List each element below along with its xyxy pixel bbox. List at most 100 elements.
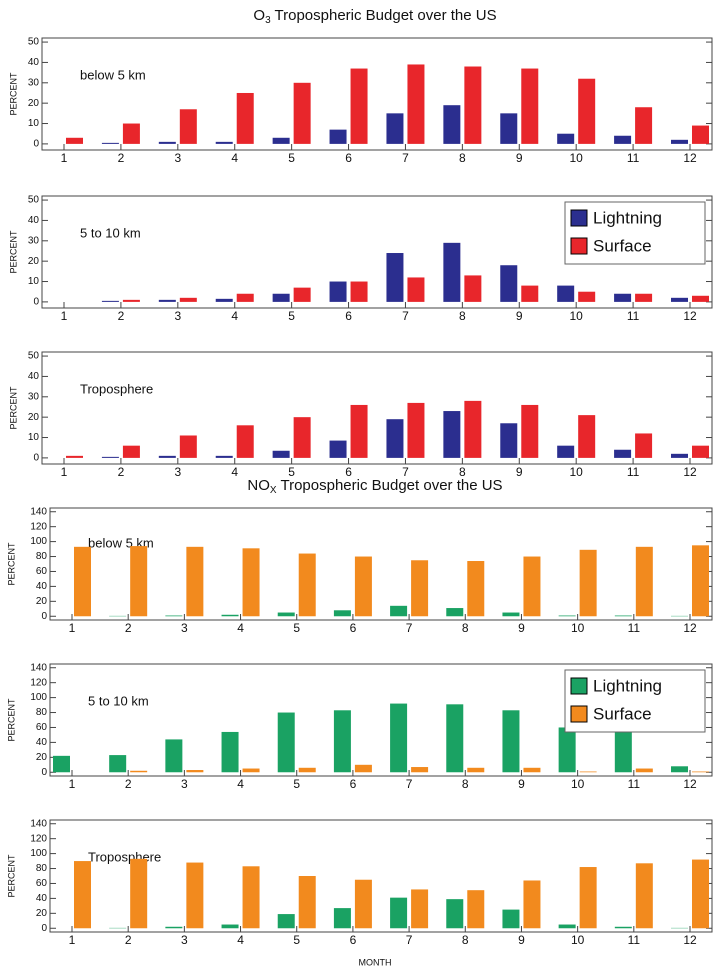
y-tick-label: 0 [33,297,39,308]
x-tick-label: 7 [406,777,413,791]
bar [635,433,653,458]
x-tick-label: 12 [683,933,697,947]
x-tick-label: 6 [345,309,352,323]
x-tick-label: 8 [462,621,469,635]
bar [186,770,204,773]
x-tick-label: 5 [293,777,300,791]
plot-frame [49,663,713,777]
bar [101,456,119,458]
x-tick-label: 8 [459,309,466,323]
x-tick-label: 10 [570,465,584,479]
y-tick-label: 40 [36,581,48,592]
title-text: O [253,7,265,24]
title-subscript: 3 [265,15,271,26]
x-tick-label: 9 [516,465,523,479]
bar [66,137,83,144]
bar [350,68,368,144]
x-tick-label: 1 [69,777,76,791]
bar [293,287,311,302]
bar [158,141,176,144]
y-tick-label: 60 [36,566,48,577]
panel-label: 5 to 10 km [88,693,149,708]
bar [464,66,482,144]
bar [521,285,539,302]
bar [186,546,204,617]
bar [579,867,597,929]
bar [635,768,653,773]
y-axis-label: PERCENT [6,854,16,898]
y-tick-label: 50 [28,195,40,206]
bar [443,105,461,144]
x-tick-label: 7 [402,309,409,323]
legend-swatch [570,677,588,695]
bar [390,703,408,773]
y-tick-label: 140 [30,818,47,829]
x-tick-label: 2 [125,933,132,947]
bar [165,739,183,773]
y-tick-label: 10 [28,118,40,129]
bar [692,545,709,617]
bar [614,926,632,929]
y-tick-label: 120 [30,677,47,688]
bar [329,281,347,302]
x-tick-label: 1 [61,309,68,323]
bar [390,897,408,929]
y-axis-label: PERCENT [8,72,18,116]
bar [215,141,233,144]
x-tick-label: 6 [345,151,352,165]
bar [386,419,404,458]
bar [407,402,425,458]
y-tick-label: 120 [30,521,47,532]
bar [558,727,576,773]
y-tick-label: 80 [36,551,48,562]
x-tick-label: 11 [628,777,641,791]
bar [614,449,632,458]
bar [293,417,311,458]
x-tick-label: 11 [628,933,641,947]
bar [557,445,575,458]
legend-label: Surface [593,704,652,723]
bar [411,767,429,773]
x-tick-label: 10 [570,151,584,165]
x-tick-label: 7 [406,621,413,635]
bar [635,863,653,929]
bar [557,285,575,302]
bar [411,560,429,617]
bar [467,561,485,617]
x-tick-label: 5 [288,309,295,323]
x-tick-label: 6 [350,777,357,791]
panel-label: below 5 km [80,67,146,82]
x-tick-label: 9 [518,933,525,947]
plot-frame [41,351,713,465]
y-tick-label: 0 [41,767,47,778]
panel-label: 5 to 10 km [80,225,141,240]
y-tick-label: 140 [30,662,47,673]
legend-label: Surface [593,236,652,255]
y-tick-label: 40 [28,57,40,68]
x-tick-label: 3 [174,465,181,479]
bar [614,727,632,773]
bar [390,605,408,617]
x-tick-label: 12 [683,151,697,165]
bar [671,766,688,773]
bar [614,615,632,617]
bar [502,710,520,773]
section-title: O3 Tropospheric Budget over the US [253,7,496,26]
bar [446,608,464,617]
x-tick-label: 1 [61,151,68,165]
bar [500,265,518,302]
bar [578,291,596,302]
panel-label: Troposphere [88,849,161,864]
y-tick-label: 40 [28,215,40,226]
bar [130,546,148,617]
x-tick-label: 6 [345,465,352,479]
y-tick-label: 40 [36,737,48,748]
bar [329,440,347,458]
bar [221,731,239,773]
bar [130,858,148,929]
bar [242,768,260,773]
y-tick-label: 40 [28,371,40,382]
x-tick-label: 1 [61,465,68,479]
bar [236,92,254,144]
bar [411,889,429,929]
